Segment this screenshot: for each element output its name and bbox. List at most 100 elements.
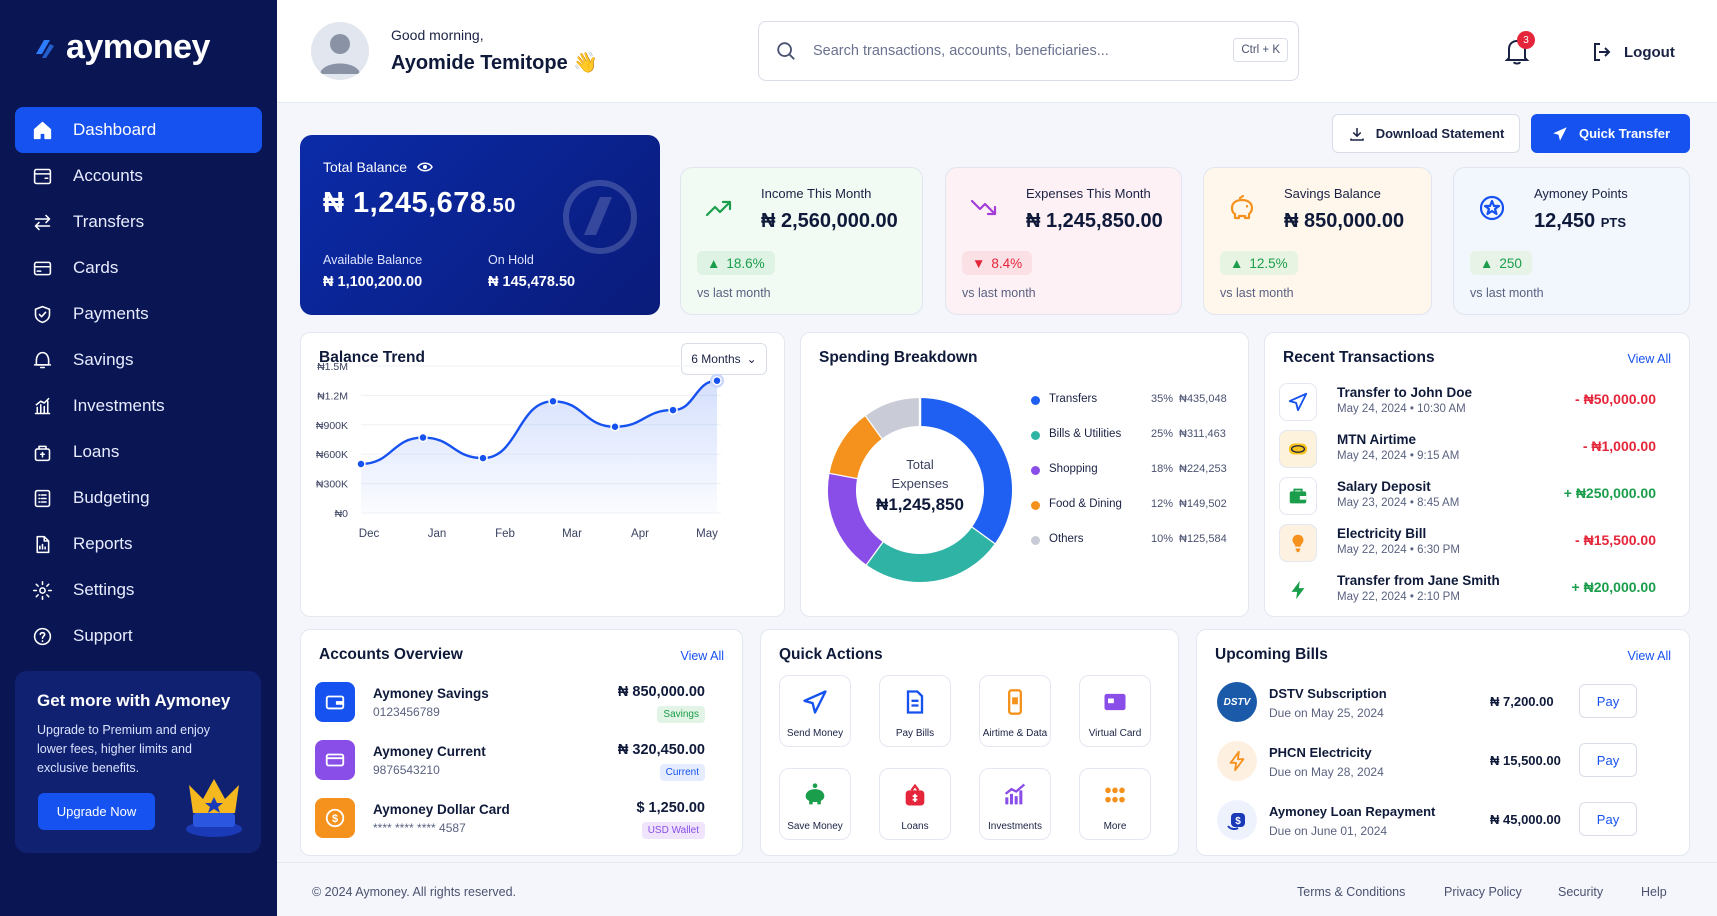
quick-actions-panel: Quick Actions Send Money Pay Bills Airti… [760, 629, 1179, 856]
transaction-row[interactable]: Transfer from Jane Smith May 22, 2024 • … [1279, 569, 1664, 613]
panel-title: Upcoming Bills [1215, 646, 1328, 664]
legend-swatch [1031, 396, 1040, 405]
footer-link-security[interactable]: Security [1558, 885, 1603, 899]
pay-button[interactable]: Pay [1579, 802, 1637, 836]
transaction-row[interactable]: MTN Airtime May 24, 2024 • 9:15 AM - ₦1,… [1279, 428, 1664, 472]
view-all-link[interactable]: View All [1627, 649, 1671, 663]
transaction-amount: - ₦1,000.00 [1583, 438, 1656, 454]
data-point[interactable] [669, 406, 677, 414]
transaction-row[interactable]: Salary Deposit May 23, 2024 • 8:45 AM + … [1279, 475, 1664, 519]
data-point[interactable] [357, 460, 365, 468]
sidebar-item-accounts[interactable]: Accounts [15, 153, 262, 199]
legend-value: ₦125,584 [1179, 533, 1227, 545]
savings-stat-card: Savings Balance ₦ 850,000.00 ▲ 12.5% vs l… [1203, 167, 1432, 315]
transaction-row[interactable]: Electricity Bill May 22, 2024 • 6:30 PM … [1279, 522, 1664, 566]
eye-icon[interactable] [417, 161, 433, 173]
x-tick-label: Feb [495, 528, 515, 540]
sidebar-item-reports[interactable]: Reports [15, 521, 262, 567]
bill-amount: ₦ 45,000.00 [1490, 812, 1561, 827]
bill-amount: ₦ 15,500.00 [1490, 753, 1561, 768]
data-point[interactable] [479, 454, 487, 462]
download-statement-button[interactable]: Download Statement [1332, 114, 1520, 153]
account-row[interactable]: Aymoney Current 9876543210 ₦ 320,450.00 … [315, 736, 725, 786]
mtn-icon [1279, 430, 1317, 468]
trend-up-icon [695, 184, 743, 232]
stat-compare: vs last month [697, 286, 771, 300]
upgrade-now-button[interactable]: Upgrade Now [38, 793, 155, 830]
data-point[interactable] [549, 397, 557, 405]
data-point[interactable] [713, 377, 721, 385]
transaction-amount: + ₦20,000.00 [1572, 579, 1656, 595]
sidebar-item-settings[interactable]: Settings [15, 567, 262, 613]
legend-value: ₦311,463 [1179, 428, 1226, 440]
transaction-amount: - ₦15,500.00 [1575, 532, 1656, 548]
quick-action-pay-bills[interactable]: Pay Bills [879, 675, 951, 747]
data-point[interactable] [419, 434, 427, 442]
sidebar-item-payments[interactable]: Payments [15, 291, 262, 337]
sidebar-item-transfers[interactable]: Transfers [15, 199, 262, 245]
quick-action-more[interactable]: More [1079, 768, 1151, 840]
dstv-logo-icon: DSTV [1217, 682, 1257, 722]
sidebar-item-cards[interactable]: Cards [15, 245, 262, 291]
legend-label: Bills & Utilities [1049, 428, 1121, 440]
piggy-icon [801, 781, 829, 809]
quick-action-investments[interactable]: Investments [979, 768, 1051, 840]
data-point[interactable] [611, 423, 619, 431]
quick-action-loans[interactable]: Loans [879, 768, 951, 840]
wallet-icon [315, 682, 355, 722]
balance-cents: .50 [487, 195, 516, 217]
transaction-name: Transfer to John Doe [1337, 385, 1472, 400]
panel-title: Accounts Overview [319, 646, 463, 664]
logout-button[interactable]: Logout [1590, 40, 1675, 64]
search-input[interactable] [813, 43, 1213, 59]
sidebar-item-support[interactable]: Support [15, 613, 262, 659]
stat-title: Income This Month [761, 186, 871, 201]
pay-button[interactable]: Pay [1579, 743, 1637, 777]
account-row[interactable]: Aymoney Savings 0123456789 ₦ 850,000.00 … [315, 678, 725, 728]
account-row[interactable]: $ Aymoney Dollar Card **** **** **** 458… [315, 794, 725, 844]
sidebar-item-loans[interactable]: Loans [15, 429, 262, 475]
quick-action-airtime-data[interactable]: Airtime & Data [979, 675, 1051, 747]
avatar[interactable] [311, 22, 369, 80]
quick-action-virtual-card[interactable]: Virtual Card [1079, 675, 1151, 747]
quick-action-label: Loans [901, 821, 928, 832]
pay-button[interactable]: Pay [1579, 684, 1637, 718]
grid-dots-icon [1101, 781, 1129, 809]
sidebar-item-dashboard[interactable]: Dashboard [15, 107, 262, 153]
transaction-date: May 24, 2024 • 10:30 AM [1337, 403, 1466, 415]
legend-value: ₦224,253 [1179, 463, 1227, 475]
footer-link-privacy[interactable]: Privacy Policy [1444, 885, 1522, 899]
account-balance: ₦ 320,450.00 [618, 742, 705, 758]
search-bar[interactable]: Ctrl + K [758, 21, 1299, 81]
legend-item: Bills & Utilities 25% ₦311,463 [1031, 426, 1231, 446]
transaction-row[interactable]: Transfer to John Doe May 24, 2024 • 10:3… [1279, 381, 1664, 425]
bar-chart-icon [31, 395, 53, 417]
footer-link-help[interactable]: Help [1641, 885, 1667, 899]
sidebar-item-label: Reports [73, 534, 133, 554]
sidebar-item-label: Settings [73, 580, 134, 600]
quick-transfer-button[interactable]: Quick Transfer [1531, 114, 1690, 153]
chart-icon [1001, 781, 1029, 809]
phone-icon [1001, 688, 1029, 716]
stat-change: 12.5% [1249, 256, 1287, 271]
donut-slice[interactable] [874, 536, 983, 568]
quick-action-save-money[interactable]: Save Money [779, 768, 851, 840]
legend-percent: 18% [1151, 463, 1173, 475]
search-icon [775, 40, 797, 62]
sidebar-item-savings[interactable]: Savings [15, 337, 262, 383]
view-all-link[interactable]: View All [680, 649, 724, 663]
footer-link-terms[interactable]: Terms & Conditions [1297, 885, 1405, 899]
points-stat-card: Aymoney Points 12,450 PTS ▲ 250 vs last m… [1453, 167, 1690, 315]
brand-logo[interactable]: aymoney [30, 28, 210, 67]
quick-action-send-money[interactable]: Send Money [779, 675, 851, 747]
bill-row: $ Aymoney Loan Repayment Due on June 01,… [1217, 796, 1647, 846]
sidebar-item-investments[interactable]: Investments [15, 383, 262, 429]
sidebar-item-budgeting[interactable]: Budgeting [15, 475, 262, 521]
stat-change: 250 [1499, 256, 1522, 271]
transaction-name: MTN Airtime [1337, 432, 1416, 447]
quick-action-label: Pay Bills [896, 728, 934, 739]
legend-swatch [1031, 466, 1040, 475]
view-all-link[interactable]: View All [1627, 352, 1671, 366]
x-tick-label: May [696, 528, 718, 540]
donut-slice[interactable] [874, 412, 920, 427]
